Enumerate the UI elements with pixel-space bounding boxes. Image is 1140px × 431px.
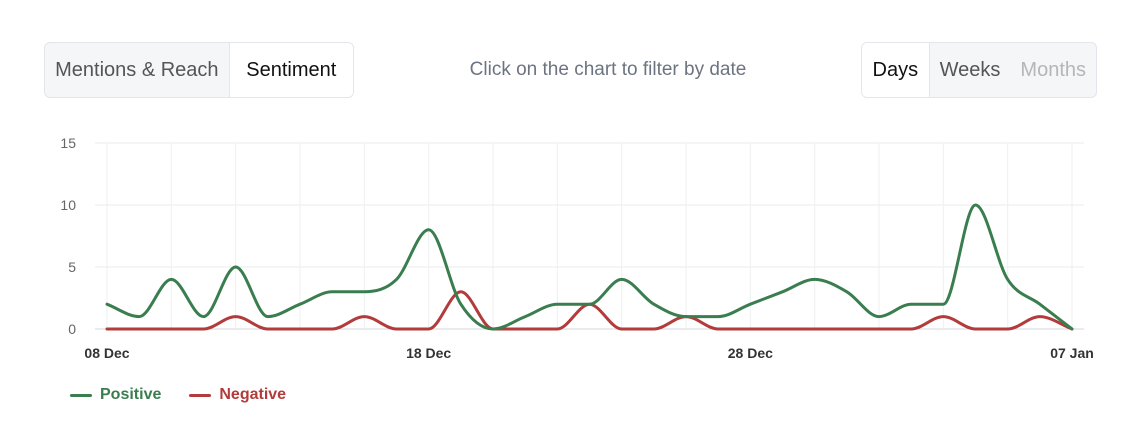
point-negative[interactable] (202, 327, 206, 331)
legend-positive[interactable]: Positive (70, 386, 161, 404)
series-positive (105, 203, 1074, 331)
sentiment-tab[interactable]: Sentiment (228, 43, 353, 97)
point-negative[interactable] (813, 327, 817, 331)
point-positive[interactable] (877, 315, 881, 319)
point-positive[interactable] (781, 290, 785, 294)
point-positive[interactable] (427, 228, 431, 232)
series-negative (105, 290, 1074, 331)
point-positive[interactable] (105, 302, 109, 306)
y-tick-label: 15 (60, 135, 76, 151)
negative-swatch (189, 393, 212, 397)
point-positive[interactable] (716, 315, 720, 319)
mentions-reach-tab[interactable]: Mentions & Reach (55, 58, 219, 81)
metric-toggle: Mentions & Reach Sentiment (44, 42, 354, 98)
point-positive[interactable] (684, 315, 688, 319)
point-negative[interactable] (555, 327, 559, 331)
point-positive[interactable] (941, 302, 945, 306)
y-tick-label: 5 (68, 259, 76, 275)
line-positive[interactable] (105, 203, 1074, 331)
point-positive[interactable] (169, 277, 173, 281)
x-tick-label: 08 Dec (84, 345, 129, 361)
point-positive[interactable] (909, 302, 913, 306)
point-negative[interactable] (877, 327, 881, 331)
point-negative[interactable] (330, 327, 334, 331)
x-tick-label: 18 Dec (406, 345, 451, 361)
positive-swatch (70, 393, 92, 397)
point-positive[interactable] (974, 203, 978, 207)
point-positive[interactable] (555, 302, 559, 306)
x-tick-label: 28 Dec (728, 345, 773, 361)
point-negative[interactable] (266, 327, 270, 331)
point-negative[interactable] (395, 327, 399, 331)
point-negative[interactable] (1006, 327, 1010, 331)
point-negative[interactable] (362, 315, 366, 319)
point-negative[interactable] (459, 290, 463, 294)
legend-negative-label: Negative (219, 386, 287, 403)
point-negative[interactable] (716, 327, 720, 331)
point-positive[interactable] (137, 315, 141, 319)
point-negative[interactable] (909, 327, 913, 331)
point-positive[interactable] (1070, 327, 1074, 331)
point-positive[interactable] (620, 277, 624, 281)
point-positive[interactable] (1006, 277, 1010, 281)
point-positive[interactable] (395, 277, 399, 281)
point-negative[interactable] (523, 327, 527, 331)
point-negative[interactable] (845, 327, 849, 331)
days-tab[interactable]: Days (862, 43, 930, 97)
y-tick-label: 10 (60, 197, 76, 213)
point-negative[interactable] (105, 327, 109, 331)
point-negative[interactable] (781, 327, 785, 331)
point-negative[interactable] (234, 315, 238, 319)
point-positive[interactable] (330, 290, 334, 294)
point-negative[interactable] (298, 327, 302, 331)
point-negative[interactable] (1038, 315, 1042, 319)
chart-legend: Positive Negative (70, 386, 286, 404)
point-positive[interactable] (652, 302, 656, 306)
y-tick-label: 0 (68, 321, 76, 337)
point-positive[interactable] (202, 315, 206, 319)
point-positive[interactable] (266, 315, 270, 319)
point-positive[interactable] (362, 290, 366, 294)
point-negative[interactable] (941, 315, 945, 319)
point-positive[interactable] (523, 315, 527, 319)
legend-negative[interactable]: Negative (189, 386, 286, 404)
point-negative[interactable] (169, 327, 173, 331)
point-positive[interactable] (298, 302, 302, 306)
point-negative[interactable] (137, 327, 141, 331)
months-tab: Months (1020, 58, 1086, 81)
point-positive[interactable] (1038, 302, 1042, 306)
chart-hint: Click on the chart to filter by date (469, 59, 747, 80)
point-negative[interactable] (427, 327, 431, 331)
point-positive[interactable] (813, 277, 817, 281)
point-positive[interactable] (459, 302, 463, 306)
point-positive[interactable] (491, 327, 495, 331)
point-negative[interactable] (620, 327, 624, 331)
period-toggle: Days Weeks Months (861, 42, 1097, 98)
point-negative[interactable] (974, 327, 978, 331)
point-negative[interactable] (748, 327, 752, 331)
point-positive[interactable] (845, 290, 849, 294)
point-negative[interactable] (652, 327, 656, 331)
line-negative[interactable] (105, 290, 1074, 331)
point-positive[interactable] (748, 302, 752, 306)
legend-positive-label: Positive (100, 386, 162, 403)
weeks-tab[interactable]: Weeks (939, 58, 1001, 81)
point-positive[interactable] (588, 302, 592, 306)
x-tick-label: 07 Jan (1050, 345, 1094, 361)
point-positive[interactable] (234, 265, 238, 269)
